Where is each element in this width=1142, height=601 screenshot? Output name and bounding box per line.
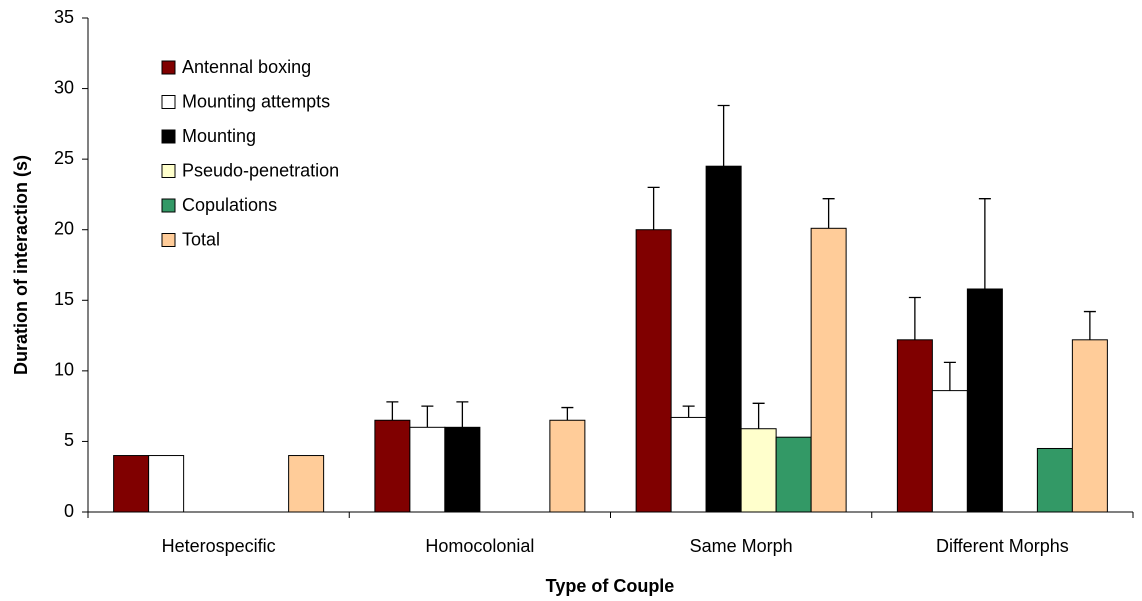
bar bbox=[1071, 339, 1108, 513]
error-bar bbox=[978, 198, 991, 289]
legend-label: Antennal boxing bbox=[182, 57, 311, 77]
error-bar bbox=[456, 401, 469, 428]
bar bbox=[810, 227, 847, 513]
bar bbox=[148, 455, 185, 513]
legend-label: Total bbox=[182, 229, 220, 249]
x-tick-label: Homocolonial bbox=[425, 536, 534, 556]
error-bar bbox=[386, 401, 399, 421]
x-tick-label: Heterospecific bbox=[162, 536, 276, 556]
error-bar bbox=[908, 296, 921, 340]
y-tick-label: 15 bbox=[54, 289, 74, 309]
error-bar bbox=[943, 361, 956, 391]
error-bar bbox=[822, 198, 835, 229]
error-bar bbox=[647, 186, 660, 230]
x-tick-label: Different Morphs bbox=[936, 536, 1069, 556]
bar bbox=[966, 288, 1003, 513]
error-bar bbox=[682, 405, 695, 418]
bar bbox=[374, 419, 411, 513]
bar bbox=[635, 229, 672, 513]
bar bbox=[775, 436, 812, 513]
bar bbox=[1036, 447, 1073, 513]
error-bar bbox=[1083, 310, 1096, 340]
legend-swatch bbox=[161, 198, 176, 213]
y-tick-label: 25 bbox=[54, 148, 74, 168]
y-tick-label: 10 bbox=[54, 360, 74, 380]
error-bar bbox=[752, 402, 765, 429]
y-tick-label: 0 bbox=[64, 501, 74, 521]
legend-swatch bbox=[161, 164, 176, 178]
bar bbox=[549, 419, 586, 513]
error-bar bbox=[561, 406, 574, 421]
legend-label: Copulations bbox=[182, 195, 277, 215]
bar bbox=[288, 455, 325, 513]
legend-swatch bbox=[161, 129, 176, 144]
bar bbox=[931, 390, 968, 513]
legend-label: Pseudo-penetration bbox=[182, 160, 339, 180]
y-tick-label: 30 bbox=[54, 77, 74, 97]
bar bbox=[113, 455, 150, 513]
bar bbox=[409, 426, 446, 513]
y-tick-label: 20 bbox=[54, 218, 74, 238]
error-bar bbox=[421, 405, 434, 428]
bar bbox=[705, 165, 742, 513]
error-bar bbox=[717, 104, 730, 167]
x-axis-label: Type of Couple bbox=[546, 576, 675, 596]
x-tick-label: Same Morph bbox=[690, 536, 793, 556]
bar bbox=[896, 339, 933, 513]
legend-swatch bbox=[161, 95, 176, 109]
legend-label: Mounting attempts bbox=[182, 91, 330, 111]
bar bbox=[670, 416, 707, 513]
legend-swatch bbox=[161, 233, 176, 247]
bar bbox=[444, 426, 481, 513]
legend-swatch bbox=[161, 60, 176, 75]
legend-label: Mounting bbox=[182, 126, 256, 146]
y-axis-label: Duration of interaction (s) bbox=[11, 155, 31, 375]
bar bbox=[740, 428, 777, 513]
y-tick-label: 5 bbox=[64, 430, 74, 450]
y-tick-label: 35 bbox=[54, 7, 74, 27]
